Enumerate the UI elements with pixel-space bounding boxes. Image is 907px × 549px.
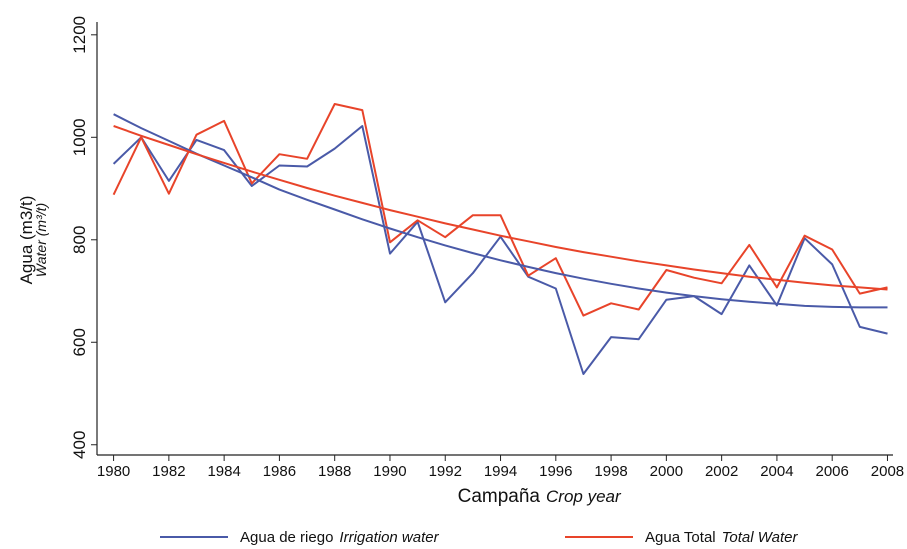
x-tick-label: 1998: [594, 463, 627, 480]
x-tick-label: 1988: [318, 463, 351, 480]
y-tick-label: 600: [70, 328, 89, 356]
series-line: [112, 125, 888, 375]
y-tick-label: 400: [70, 431, 89, 459]
y-label: Agua (m3/t): [17, 196, 36, 285]
x-tick-label: 1992: [429, 463, 462, 480]
x-tick-label: 2004: [760, 463, 793, 480]
x-tick-label: 1980: [97, 463, 130, 480]
legend-label: Agua de riego Irrigation water: [240, 529, 440, 546]
x-label-en: Crop year: [546, 487, 622, 506]
y-tick-label: 1200: [70, 16, 89, 54]
x-tick-label: 1984: [207, 463, 240, 480]
x-tick-label: 1986: [263, 463, 296, 480]
x-tick-label: 2000: [650, 463, 683, 480]
x-tick-label: 1990: [373, 463, 406, 480]
x-tick-label: 2006: [816, 463, 849, 480]
x-tick-label: 1996: [539, 463, 572, 480]
y-axis-title: Agua (m3/t) Water (m³/t): [17, 196, 49, 285]
y-tick-label: 1000: [70, 118, 89, 156]
legend-name: Agua Total: [645, 529, 716, 546]
x-tick-label: 1994: [484, 463, 517, 480]
legend-label: Agua Total Total Water: [645, 529, 799, 546]
legend-name-en: Irrigation water: [339, 529, 439, 546]
y-tick-label: 800: [70, 226, 89, 254]
x-tick-label: 1982: [152, 463, 185, 480]
legend-name-en: Total Water: [722, 529, 799, 546]
x-label: Campaña: [458, 486, 541, 507]
series-line: [113, 125, 888, 291]
y-label-en: Water (m³/t): [33, 203, 49, 277]
series-line: [113, 113, 888, 309]
legend-name: Agua de riego: [240, 529, 333, 546]
x-tick-label: 2002: [705, 463, 738, 480]
series-line: [112, 103, 888, 317]
x-tick-label: 2008: [871, 463, 904, 480]
